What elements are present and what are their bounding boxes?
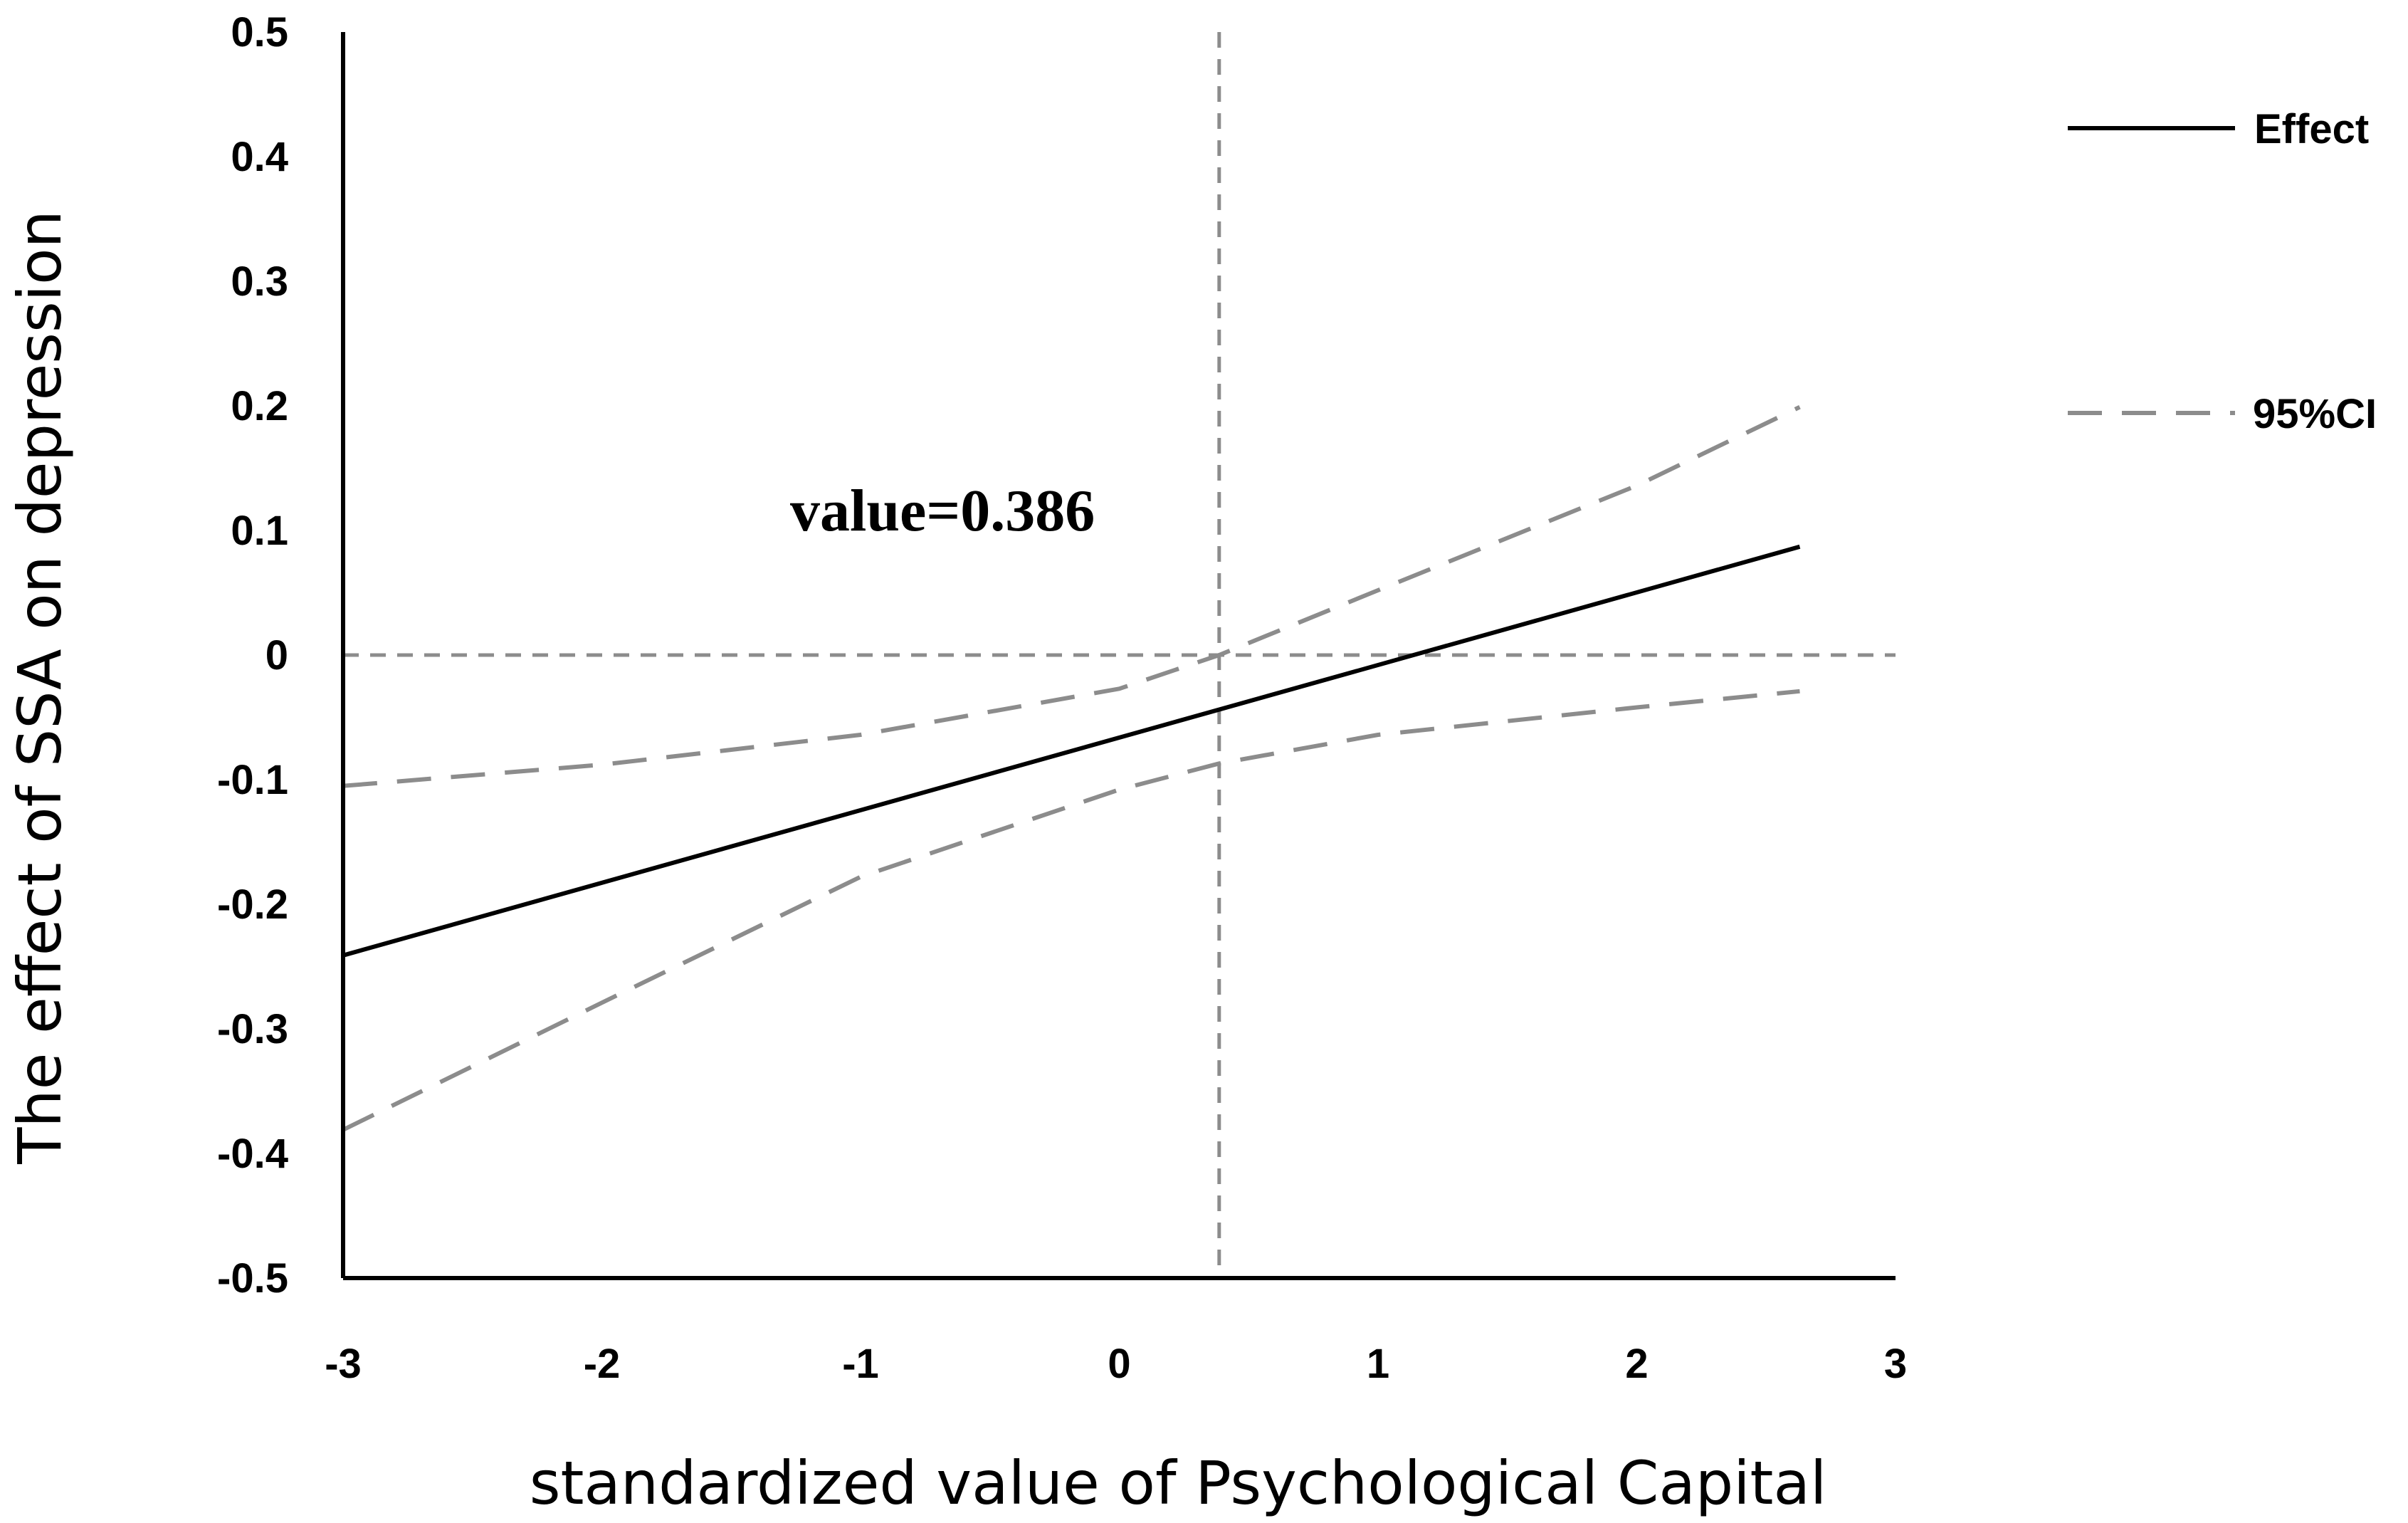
y-tick-label: 0.3	[231, 258, 288, 305]
y-tick-label: 0.1	[231, 508, 288, 554]
y-tick-label: -0.4	[217, 1131, 288, 1177]
x-tick-label: 1	[1367, 1341, 1389, 1387]
y-axis-title: The effect of SSA on depression	[5, 210, 75, 1165]
x-tick-label: 0	[1108, 1341, 1130, 1387]
x-tick-label: -2	[584, 1341, 621, 1387]
x-tick-label: 2	[1625, 1341, 1648, 1387]
legend: Effect 95%CI	[2068, 106, 2377, 437]
threshold-annotation: value=0.386	[790, 478, 1095, 544]
plot-area	[341, 32, 1896, 1280]
ci-lower-line	[342, 689, 1800, 1132]
effect-line	[342, 544, 1801, 958]
y-tick-label: 0.5	[231, 9, 288, 56]
y-tick-label: 0	[265, 632, 288, 679]
y-tick-label: -0.5	[217, 1255, 288, 1302]
x-tick-label: -3	[325, 1341, 362, 1387]
reference-lines	[343, 32, 1896, 1279]
series-layer	[342, 404, 1801, 1132]
x-axis-title: standardized value of Psychological Capi…	[530, 1448, 1827, 1518]
x-tick-label: 3	[1884, 1341, 1907, 1387]
y-tick-label: -0.3	[217, 1006, 288, 1052]
y-tick-label: -0.2	[217, 881, 288, 928]
y-tick-label: 0.4	[231, 134, 288, 180]
legend-effect-label: Effect	[2254, 106, 2369, 152]
legend-ci-label: 95%CI	[2253, 391, 2377, 437]
ci-upper-line	[342, 404, 1801, 788]
y-tick-labels: 0.5 0.4 0.3 0.2 0.1 0 -0.1 -0.2 -0.3 -0.4 -0.5	[217, 9, 288, 1302]
x-tick-label: -1	[842, 1341, 879, 1387]
y-tick-label: 0.2	[231, 383, 288, 429]
x-tick-labels: -3 -2 -1 0 1 2 3	[325, 1341, 1907, 1387]
y-tick-label: -0.1	[217, 757, 288, 803]
